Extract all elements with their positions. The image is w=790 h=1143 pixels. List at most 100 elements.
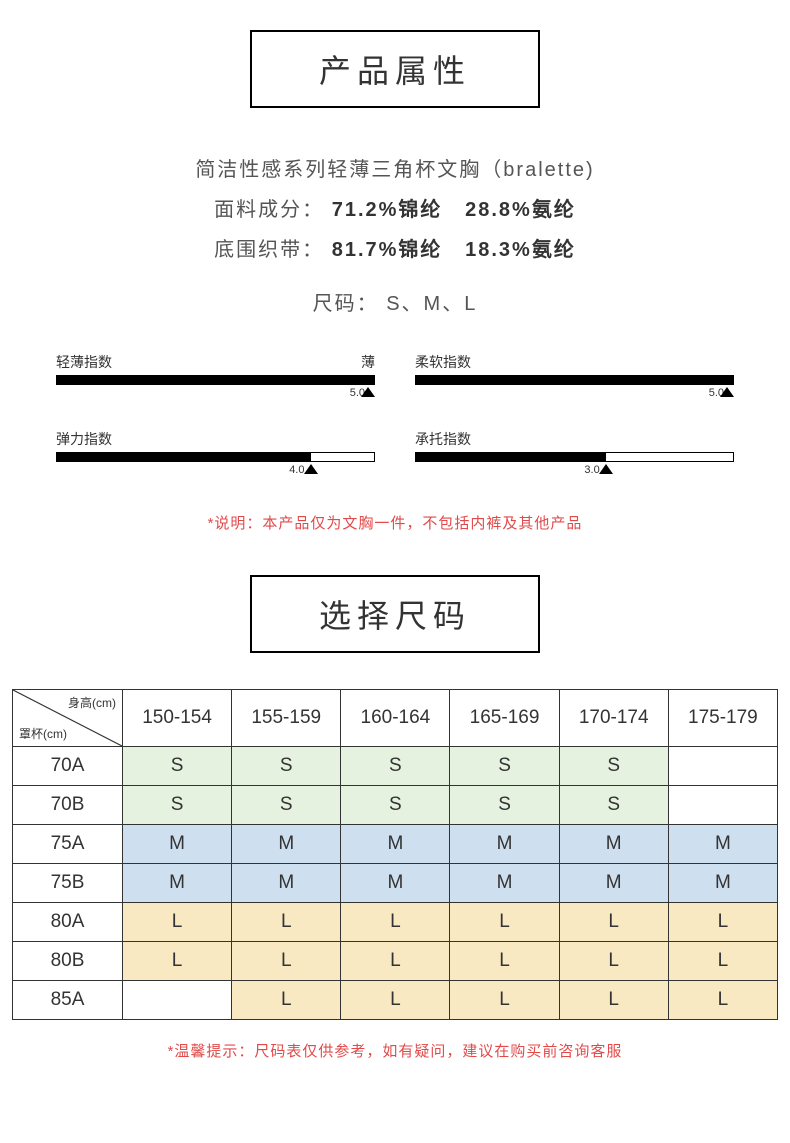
table-cell: L: [123, 903, 232, 942]
desc-line-1: 简洁性感系列轻薄三角杯文胸（bralette): [0, 150, 790, 190]
table-cell: L: [341, 942, 450, 981]
table-cell: M: [559, 825, 668, 864]
metric-bar-track: [56, 375, 375, 385]
table-cell: [123, 981, 232, 1020]
metric-value-row: 5.0: [56, 387, 375, 403]
table-cell: M: [450, 864, 559, 903]
triangle-up-icon: [599, 464, 613, 474]
metric-bar-fill: [416, 376, 733, 384]
table-cell: S: [450, 747, 559, 786]
table-cell: L: [450, 942, 559, 981]
table-row-header: 80A: [13, 903, 123, 942]
table-cell: S: [232, 747, 341, 786]
size-select-title: 选择尺码: [250, 575, 540, 653]
metric-value-row: 4.0: [56, 464, 375, 480]
table-cell: M: [341, 825, 450, 864]
metrics-grid: 轻薄指数 薄 5.0 柔软指数 5.0 弹力指数 4.0: [0, 324, 790, 506]
band-label: 底围织带：: [214, 239, 324, 261]
size-table-wrap: 身高(cm) 罩杯(cm)150-154155-159160-164165-16…: [0, 653, 790, 1020]
table-cell: L: [559, 981, 668, 1020]
metric-value-row: 3.0: [415, 464, 734, 480]
size-table: 身高(cm) 罩杯(cm)150-154155-159160-164165-16…: [12, 689, 778, 1020]
triangle-up-icon: [361, 387, 375, 397]
table-cell: S: [559, 747, 668, 786]
table-cell: L: [450, 981, 559, 1020]
metric-item: 承托指数 3.0: [415, 429, 734, 480]
fabric-label: 面料成分：: [214, 199, 324, 221]
desc-line-band: 底围织带： 81.7%锦纶 18.3%氨纶: [0, 230, 790, 270]
metric-item: 柔软指数 5.0: [415, 352, 734, 403]
table-cell: M: [123, 825, 232, 864]
table-col-header: 165-169: [450, 690, 559, 747]
table-col-header: 175-179: [668, 690, 777, 747]
metric-bar-fill: [416, 453, 606, 461]
metric-label: 轻薄指数: [56, 352, 112, 372]
metric-bar-fill: [57, 376, 374, 384]
metric-label: 承托指数: [415, 429, 471, 449]
table-cell: M: [341, 864, 450, 903]
table-row-header: 75A: [13, 825, 123, 864]
fabric-value-1: 71.2%锦纶: [332, 199, 443, 221]
table-cell: M: [668, 825, 777, 864]
table-col-header: 155-159: [232, 690, 341, 747]
desc-line-fabric: 面料成分： 71.2%锦纶 28.8%氨纶: [0, 190, 790, 230]
sizes-label: 尺码：: [313, 293, 379, 315]
table-cell: L: [668, 903, 777, 942]
table-col-header: 160-164: [341, 690, 450, 747]
fabric-value-2: 28.8%氨纶: [465, 199, 576, 221]
metric-bar-track: [56, 452, 375, 462]
table-cell: M: [450, 825, 559, 864]
metric-label: 弹力指数: [56, 429, 112, 449]
table-cell: M: [232, 825, 341, 864]
table-cell: M: [123, 864, 232, 903]
table-cell: S: [123, 786, 232, 825]
table-cell: M: [232, 864, 341, 903]
table-row-header: 70B: [13, 786, 123, 825]
table-cell: S: [123, 747, 232, 786]
table-cell: S: [559, 786, 668, 825]
table-row-header: 85A: [13, 981, 123, 1020]
table-cell: M: [559, 864, 668, 903]
metric-value-row: 5.0: [415, 387, 734, 403]
triangle-up-icon: [720, 387, 734, 397]
attributes-title: 产品属性: [250, 30, 540, 108]
metric-item: 弹力指数 4.0: [56, 429, 375, 480]
sizes-value: S、M、L: [386, 293, 477, 315]
band-value-1: 81.7%锦纶: [332, 239, 443, 261]
table-cell: L: [341, 981, 450, 1020]
table-cell: [668, 747, 777, 786]
table-row-header: 80B: [13, 942, 123, 981]
table-cell: L: [232, 903, 341, 942]
table-col-header: 150-154: [123, 690, 232, 747]
size-footnote: *温馨提示：尺码表仅供参考，如有疑问，建议在购买前咨询客服: [0, 1040, 790, 1081]
band-value-2: 18.3%氨纶: [465, 239, 576, 261]
table-cell: S: [232, 786, 341, 825]
description-block: 简洁性感系列轻薄三角杯文胸（bralette) 面料成分： 71.2%锦纶 28…: [0, 150, 790, 324]
table-cell: L: [232, 981, 341, 1020]
metric-value-text: 3.0: [584, 464, 599, 476]
table-cell: S: [341, 747, 450, 786]
table-cell: L: [450, 903, 559, 942]
table-cell: L: [668, 942, 777, 981]
metric-value-text: 4.0: [289, 464, 304, 476]
metric-label: 柔软指数: [415, 352, 471, 372]
desc-line-sizes: 尺码： S、M、L: [0, 284, 790, 324]
table-cell: L: [232, 942, 341, 981]
diag-top-label: 身高(cm): [68, 694, 116, 711]
table-col-header: 170-174: [559, 690, 668, 747]
table-cell: [668, 786, 777, 825]
metric-end-label: 薄: [361, 352, 375, 372]
product-note: *说明：本产品仅为文胸一件，不包括内裤及其他产品: [0, 512, 790, 533]
table-diag-header: 身高(cm) 罩杯(cm): [13, 690, 123, 747]
table-row-header: 70A: [13, 747, 123, 786]
metric-bar-fill: [57, 453, 311, 461]
table-cell: S: [341, 786, 450, 825]
table-cell: L: [668, 981, 777, 1020]
metric-bar-track: [415, 452, 734, 462]
metric-item: 轻薄指数 薄 5.0: [56, 352, 375, 403]
table-cell: L: [559, 942, 668, 981]
table-cell: S: [450, 786, 559, 825]
table-cell: M: [668, 864, 777, 903]
triangle-up-icon: [304, 464, 318, 474]
table-cell: L: [341, 903, 450, 942]
